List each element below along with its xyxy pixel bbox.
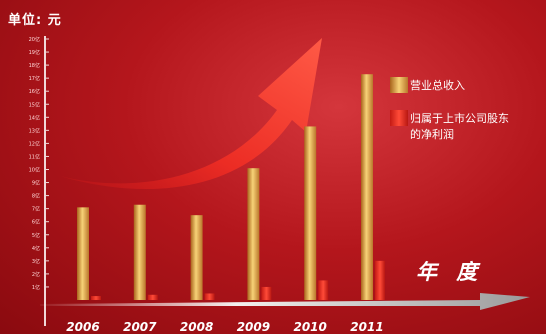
x-tick-label: 2008 xyxy=(180,320,213,334)
bar-revenue-2006 xyxy=(77,207,89,300)
bar-net-profit-2011 xyxy=(375,260,385,300)
y-tick-label: 11亿 xyxy=(29,153,40,160)
bar-net-profit-2006 xyxy=(91,296,101,300)
y-tick-label: 3亿 xyxy=(32,258,40,265)
y-tick-label: 5亿 xyxy=(32,232,40,239)
x-axis-title: 年 度 xyxy=(416,260,484,284)
bar-net-profit-2010 xyxy=(318,280,329,300)
y-tick-label: 10亿 xyxy=(29,167,40,174)
y-tick-label: 17亿 xyxy=(29,75,40,82)
y-tick-label: 12亿 xyxy=(29,140,40,147)
y-tick-label: 4亿 xyxy=(32,245,40,252)
legend-label-line: 营业总收入 xyxy=(410,79,465,92)
x-tick-label: 2010 xyxy=(293,320,326,334)
unit-label: 单位: 元 xyxy=(8,13,62,28)
bar-revenue-2009 xyxy=(247,168,260,300)
y-tick-label: 9亿 xyxy=(32,180,40,187)
x-tick-label: 2011 xyxy=(350,320,383,334)
x-tick-label: 2007 xyxy=(123,320,157,334)
legend-label: 营业总收入 xyxy=(410,78,465,94)
bar-net-profit-2009 xyxy=(261,286,272,300)
y-tick-label: 16亿 xyxy=(29,88,40,95)
x-axis-baseline xyxy=(40,293,530,310)
y-tick-label: 13亿 xyxy=(29,127,40,134)
y-tick-label: 8亿 xyxy=(32,193,40,200)
x-tick-label: 2006 xyxy=(66,320,99,334)
y-tick-label: 19亿 xyxy=(29,49,40,56)
y-tick-label: 7亿 xyxy=(32,206,40,213)
y-tick-label: 1亿 xyxy=(32,284,40,291)
y-tick-label: 6亿 xyxy=(32,219,40,226)
bar-revenue-2010 xyxy=(304,126,317,300)
x-tick-label: 2009 xyxy=(237,320,270,334)
y-tick-label: 14亿 xyxy=(29,114,40,121)
bar-net-profit-2008 xyxy=(204,293,215,300)
bar-revenue-2011 xyxy=(361,74,373,300)
growth-arrow-decoration xyxy=(60,38,322,190)
bar-net-profit-2007 xyxy=(147,294,158,300)
legend-swatch xyxy=(390,110,408,126)
y-tick-label: 2亿 xyxy=(32,271,40,278)
legend-label-line: 归属于上市公司股东 xyxy=(410,112,509,125)
bar-revenue-2007 xyxy=(133,204,146,300)
y-tick-label: 18亿 xyxy=(29,62,40,69)
bar-revenue-2008 xyxy=(190,215,203,300)
legend-swatch xyxy=(390,77,408,93)
legend-label-line: 的净利润 xyxy=(410,128,454,141)
y-tick-label: 20亿 xyxy=(29,36,40,43)
legend-label: 归属于上市公司股东 的净利润 xyxy=(410,111,509,143)
y-tick-label: 15亿 xyxy=(29,101,40,108)
